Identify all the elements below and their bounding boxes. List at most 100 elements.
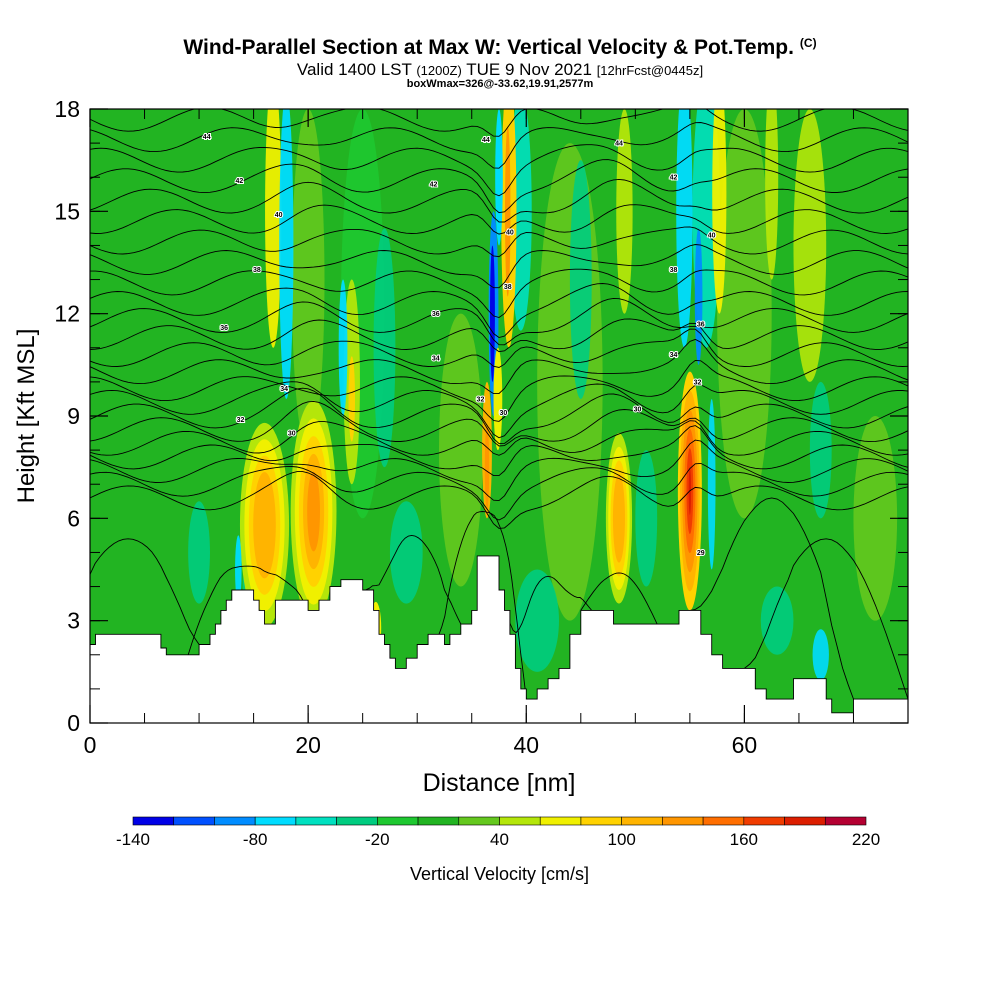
colorbar-swatch [702,816,745,826]
colorbar-swatch [784,816,826,826]
colorbar-swatch [336,816,378,826]
velocity-cell [793,109,827,382]
x-tick-label: 40 [513,732,539,758]
colorbar-swatch [621,816,663,826]
theta-contour-line [90,400,908,447]
theta-contour-line [90,122,908,169]
theta-contour-line [90,462,908,521]
theta-contour-line [90,420,908,456]
copyright-mark: (C) [799,36,817,50]
theta-contour-line [90,244,908,289]
theta-contour-label: 40 [708,233,716,240]
theta-contour-line [90,226,908,258]
colorbar-swatch [499,816,541,826]
theta-contour-line [90,425,908,477]
chart-subtitle: Valid 1400 LST (1200Z) TUE 9 Nov 2021 [1… [0,60,1000,80]
velocity-cell [389,501,423,604]
theta-contour-line [362,534,462,625]
theta-contour-label: 36 [432,311,440,318]
colorbar: -140 -80 -20 40 100 160 220 Vertical Velocity [… [116,816,880,884]
theta-contour-line [689,497,854,700]
x-tick-label: 20 [295,732,321,758]
colorbar-tick-label: 160 [730,830,758,849]
theta-contour-label: 34 [432,356,440,363]
velocity-cell [760,586,794,655]
colorbar-swatch [132,816,175,826]
theta-contour-line [504,575,593,634]
colorbar-swatch [580,816,622,826]
y-tick-label: 15 [54,198,80,224]
colorbar-swatch [539,816,582,826]
theta-contour-label: 38 [253,267,261,274]
velocity-cell [493,347,503,451]
velocity-cell [279,109,294,399]
velocity-cell [765,109,779,280]
theta-contour-line [90,178,908,223]
theta-contour-label: 38 [670,267,678,274]
theta-contour-line [580,572,658,625]
theta-contour-line [90,387,908,445]
colorbar-swatch [377,816,419,826]
theta-contour-line [90,359,908,422]
colorbar-swatch [743,816,785,826]
velocity-cell [616,109,633,314]
theta-contour-label: 32 [237,417,245,424]
colorbar-swatch [662,816,704,826]
theta-contour-label: 36 [220,325,228,332]
colorbar-swatch [824,816,867,826]
velocity-cell [812,629,829,681]
x-axis-label: Distance [nm] [423,769,576,797]
theta-contour-line [90,538,200,645]
theta-contour-line [90,338,908,395]
velocity-cell [612,473,625,563]
theta-contour-line [438,511,527,700]
theta-contour-line [90,144,908,197]
theta-contour-line [90,439,908,502]
velocity-cell [809,381,832,519]
colorbar-tick-label: 220 [852,830,880,849]
chart-title-text: Wind-Parallel Section at Max W: Vertical… [183,36,794,59]
theta-contour-line [90,159,908,214]
theta-contour-label: 42 [430,182,438,189]
velocity-cell [676,109,693,348]
colorbar-swatch [417,816,460,826]
x-tick-label: 0 [84,732,97,758]
velocity-cell [307,471,320,552]
colorbar-tick-label: 40 [490,830,509,849]
colorbar-tick-label: -20 [365,830,390,849]
velocity-cell [188,501,210,604]
valid-utc: (1200Z) [416,63,462,78]
colorbar-swatch [458,816,500,826]
theta-contour-label: 29 [697,550,705,557]
velocity-cell [537,143,603,621]
theta-contour-label: 30 [288,431,296,438]
terrain-profile [90,555,908,723]
colorbar-tick-label: -80 [243,830,268,849]
plot-area: 44 42 40 38 36 34 32 30 42 44 36 34 32 30 40 38 44 42 40 38… [90,109,908,723]
theta-contour-label: 42 [670,175,678,182]
theta-contour-label: 30 [499,410,507,417]
velocity-cell [373,228,396,468]
valid-date: TUE 9 Nov 2021 [466,60,592,79]
theta-contour-line [90,381,908,439]
theta-contour-label: 44 [482,137,490,144]
theta-contour-line [744,538,908,700]
velocity-cell [717,109,772,519]
colorbar-swatch [214,816,256,826]
colorbar-swatch [254,816,297,826]
colorbar-tick-label: 100 [608,830,636,849]
velocity-cell [853,415,898,621]
theta-contour-label: 40 [275,212,283,219]
y-tick-label: 0 [67,710,80,736]
forecast-info: [12hrFcst@0445z] [596,63,704,78]
theta-contour-label: 36 [697,321,705,328]
theta-contour-label: 44 [615,141,623,148]
y-tick-label: 3 [67,608,80,634]
theta-contour-line [90,471,908,529]
y-tick-label: 18 [54,96,80,122]
valid-time: Valid 1400 LST [296,60,412,79]
velocity-cell [495,109,503,246]
theta-contour-line [90,204,908,235]
